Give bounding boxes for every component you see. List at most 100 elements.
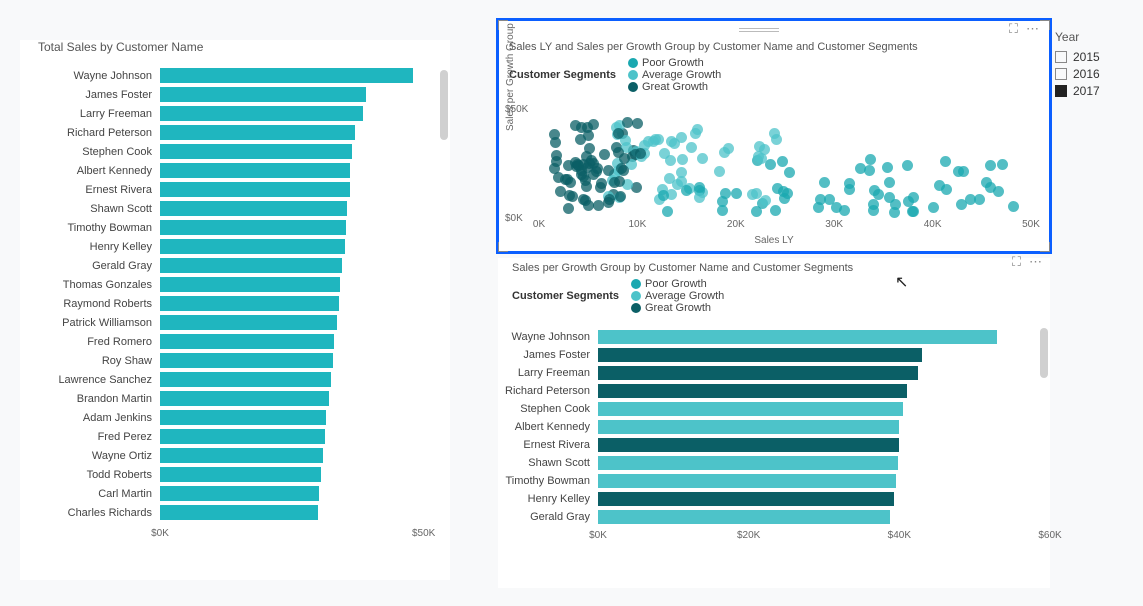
- bar-row[interactable]: Charles Richards: [20, 503, 450, 522]
- bar-row[interactable]: James Foster: [20, 85, 450, 104]
- bar-fill[interactable]: [598, 510, 890, 524]
- bar-row[interactable]: James Foster: [498, 346, 1050, 364]
- bar-fill[interactable]: [160, 334, 334, 349]
- scatter-point[interactable]: [974, 194, 985, 205]
- scatter-point[interactable]: [681, 185, 692, 196]
- bar-fill[interactable]: [598, 474, 896, 488]
- scatter-point[interactable]: [956, 199, 967, 210]
- sales-per-growth-bar-chart[interactable]: ⛶ ⋯ Sales per Growth Group by Customer N…: [498, 258, 1050, 588]
- legend-item[interactable]: Poor Growth: [628, 57, 721, 69]
- scatter-point[interactable]: [720, 188, 731, 199]
- bar-fill[interactable]: [160, 201, 347, 216]
- scatter-point[interactable]: [550, 137, 561, 148]
- scatter-point[interactable]: [714, 166, 725, 177]
- bar-fill[interactable]: [160, 410, 326, 425]
- scatter-point[interactable]: [855, 163, 866, 174]
- scatter-point[interactable]: [581, 181, 592, 192]
- bar-fill[interactable]: [160, 448, 323, 463]
- bar-row[interactable]: Timothy Bowman: [20, 218, 450, 237]
- scatter-point[interactable]: [941, 184, 952, 195]
- total-sales-bar-chart[interactable]: Total Sales by Customer Name Wayne Johns…: [20, 40, 450, 580]
- year-option[interactable]: 2017: [1055, 84, 1125, 98]
- scatter-point[interactable]: [985, 160, 996, 171]
- bar-fill[interactable]: [160, 239, 345, 254]
- legend-item[interactable]: Poor Growth: [631, 278, 724, 290]
- scatter-point[interactable]: [778, 186, 789, 197]
- bar-fill[interactable]: [598, 420, 899, 434]
- scatter-point[interactable]: [593, 200, 604, 211]
- more-options-icon[interactable]: ⋯: [1026, 21, 1039, 37]
- scatter-point[interactable]: [723, 143, 734, 154]
- bar-fill[interactable]: [598, 384, 907, 398]
- year-slicer[interactable]: Year 201520162017: [1055, 30, 1125, 101]
- scatter-point[interactable]: [564, 190, 575, 201]
- scatter-point[interactable]: [940, 156, 951, 167]
- bar-fill[interactable]: [160, 182, 350, 197]
- bar-row[interactable]: Fred Romero: [20, 332, 450, 351]
- bar-fill[interactable]: [598, 438, 899, 452]
- bar-row[interactable]: Lawrence Sanchez: [20, 370, 450, 389]
- bar-fill[interactable]: [160, 296, 339, 311]
- bar-row[interactable]: Patrick Williamson: [20, 313, 450, 332]
- scatter-point[interactable]: [751, 206, 762, 217]
- scatter-point[interactable]: [884, 177, 895, 188]
- checkbox-icon[interactable]: [1055, 51, 1067, 63]
- bar-fill[interactable]: [160, 87, 366, 102]
- year-option[interactable]: 2015: [1055, 50, 1125, 64]
- bar-row[interactable]: Albert Kennedy: [498, 418, 1050, 436]
- bar-row[interactable]: Gerald Gray: [20, 256, 450, 275]
- bar-row[interactable]: Gerald Gray: [498, 508, 1050, 526]
- focus-mode-icon[interactable]: ⛶: [1009, 21, 1018, 37]
- bar-fill[interactable]: [160, 467, 321, 482]
- scatter-point[interactable]: [599, 149, 610, 160]
- more-options-icon[interactable]: ⋯: [1029, 254, 1042, 270]
- scatter-point[interactable]: [694, 182, 705, 193]
- bar-row[interactable]: Henry Kelley: [20, 237, 450, 256]
- bar-row[interactable]: Stephen Cook: [498, 400, 1050, 418]
- scatter-point[interactable]: [777, 156, 788, 167]
- bar-fill[interactable]: [598, 492, 894, 506]
- scatter-point[interactable]: [615, 191, 626, 202]
- drag-handle[interactable]: [739, 28, 779, 32]
- scatter-point[interactable]: [659, 148, 670, 159]
- resize-handle-bl[interactable]: [498, 242, 508, 252]
- bar-fill[interactable]: [160, 258, 342, 273]
- scatter-point[interactable]: [747, 189, 758, 200]
- bar-row[interactable]: Richard Peterson: [20, 123, 450, 142]
- bar-row[interactable]: Larry Freeman: [498, 364, 1050, 382]
- bar-fill[interactable]: [160, 353, 333, 368]
- scatter-point[interactable]: [873, 189, 884, 200]
- bar-fill[interactable]: [160, 486, 319, 501]
- scatter-point[interactable]: [565, 177, 576, 188]
- bar-row[interactable]: Richard Peterson: [498, 382, 1050, 400]
- scatter-point[interactable]: [676, 167, 687, 178]
- scatter-point[interactable]: [632, 118, 643, 129]
- bar-row[interactable]: Larry Freeman: [20, 104, 450, 123]
- bar-fill[interactable]: [160, 372, 331, 387]
- scatter-point[interactable]: [907, 206, 918, 217]
- legend-item[interactable]: Great Growth: [631, 302, 724, 314]
- scatter-point[interactable]: [658, 190, 669, 201]
- scatter-point[interactable]: [819, 177, 830, 188]
- scatter-point[interactable]: [609, 177, 620, 188]
- bar-row[interactable]: Henry Kelley: [498, 490, 1050, 508]
- scatter-plot-area[interactable]: $0K$50K: [539, 99, 1031, 219]
- bar-row[interactable]: Roy Shaw: [20, 351, 450, 370]
- scatter-point[interactable]: [697, 153, 708, 164]
- scatter-point[interactable]: [760, 195, 771, 206]
- bar-row[interactable]: Todd Roberts: [20, 465, 450, 484]
- scatter-point[interactable]: [622, 117, 633, 128]
- checkbox-icon[interactable]: [1055, 68, 1067, 80]
- scatter-chart-visual[interactable]: ⛶ ⋯ Sales LY and Sales per Growth Group …: [496, 18, 1052, 254]
- scatter-point[interactable]: [686, 142, 697, 153]
- scatter-point[interactable]: [882, 162, 893, 173]
- bar-row[interactable]: Ernest Rivera: [20, 180, 450, 199]
- bar-fill[interactable]: [598, 330, 997, 344]
- bar-row[interactable]: Adam Jenkins: [20, 408, 450, 427]
- bar-fill[interactable]: [598, 348, 922, 362]
- scatter-point[interactable]: [844, 178, 855, 189]
- year-option[interactable]: 2016: [1055, 67, 1125, 81]
- bar-row[interactable]: Ernest Rivera: [498, 436, 1050, 454]
- bar-row[interactable]: Fred Perez: [20, 427, 450, 446]
- scatter-point[interactable]: [578, 194, 589, 205]
